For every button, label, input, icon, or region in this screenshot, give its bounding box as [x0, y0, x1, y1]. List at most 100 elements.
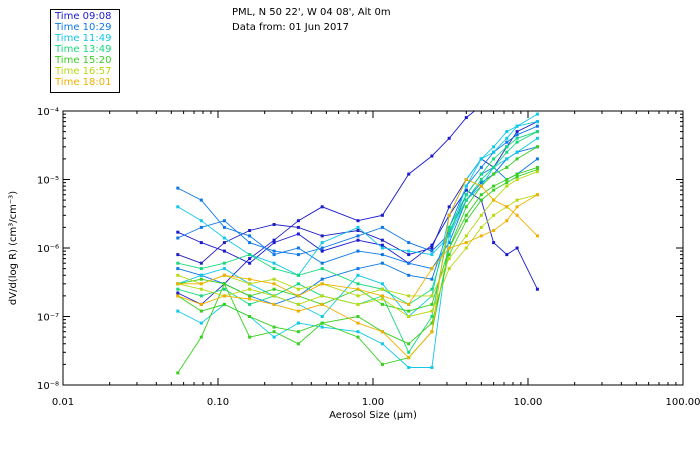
plot-frame: [62, 110, 684, 386]
data-point: [407, 261, 411, 265]
data-point: [320, 277, 324, 281]
data-point: [430, 249, 434, 253]
data-point: [248, 294, 252, 298]
data-point: [430, 277, 434, 281]
data-point: [176, 282, 180, 286]
data-point: [199, 302, 203, 306]
data-point: [380, 362, 384, 366]
data-point: [535, 120, 539, 124]
data-point: [407, 309, 411, 313]
series-line: [177, 131, 538, 354]
data-point: [535, 145, 539, 149]
data-point: [380, 246, 384, 250]
legend-entry: Time 18:01: [55, 77, 112, 88]
data-point: [272, 253, 276, 257]
data-point: [464, 178, 468, 181]
data-point: [464, 246, 468, 250]
data-point: [380, 213, 384, 217]
data-point: [380, 225, 384, 229]
legend: Time 09:08 Time 10:29 Time 11:49 Time 13…: [50, 9, 120, 93]
y-tick-label: 10⁻⁴: [37, 107, 59, 118]
data-point: [320, 325, 324, 329]
data-point: [505, 181, 509, 185]
data-point: [296, 273, 300, 277]
data-point: [464, 116, 468, 120]
data-point: [296, 282, 300, 286]
legend-entry: Time 13:49: [55, 44, 112, 55]
data-point: [479, 213, 483, 217]
data-point: [296, 330, 300, 334]
data-point: [407, 302, 411, 306]
data-point: [505, 136, 509, 140]
data-point: [222, 282, 226, 286]
data-point: [248, 234, 252, 238]
data-point: [248, 229, 252, 232]
data-point: [407, 366, 411, 369]
data-point: [296, 232, 300, 236]
data-point: [320, 249, 324, 253]
data-point: [356, 219, 360, 223]
data-point: [447, 229, 451, 232]
data-point: [505, 178, 509, 181]
data-point: [356, 234, 360, 238]
data-point: [199, 273, 203, 277]
data-point: [222, 302, 226, 306]
data-point: [407, 356, 411, 360]
data-point: [492, 165, 496, 169]
data-point: [505, 145, 509, 149]
data-point: [516, 77, 519, 80]
data-point: [515, 213, 519, 217]
data-point: [248, 335, 252, 339]
data-point: [356, 249, 360, 253]
data-point: [535, 136, 539, 140]
data-point: [296, 225, 300, 229]
data-point: [222, 267, 226, 271]
data-point: [535, 124, 539, 128]
data-point: [515, 198, 519, 202]
data-point: [447, 253, 451, 257]
data-point: [296, 253, 300, 257]
data-point: [479, 165, 483, 169]
data-point: [430, 330, 434, 334]
data-point: [272, 249, 276, 253]
data-point: [248, 261, 252, 265]
data-point: [222, 294, 226, 298]
data-point: [515, 130, 519, 134]
data-point: [492, 229, 496, 232]
y-tick-label: 10⁻⁸: [37, 381, 59, 392]
data-point: [535, 157, 539, 161]
data-point: [272, 335, 276, 339]
data-point: [356, 287, 360, 291]
data-point: [515, 246, 519, 250]
data-point: [535, 112, 539, 116]
data-point: [492, 157, 496, 161]
data-point: [447, 213, 451, 217]
legend-entry: Time 16:57: [55, 66, 112, 77]
data-point: [535, 130, 539, 134]
data-point: [272, 238, 276, 242]
data-point: [248, 315, 252, 318]
series-line: [177, 171, 538, 297]
data-point: [199, 294, 203, 298]
data-point: [505, 130, 509, 134]
y-tick-label: 10⁻⁷: [37, 313, 59, 324]
data-point: [430, 302, 434, 306]
data-point: [222, 241, 226, 245]
axes-layer: 0.01 0.10 1.00 10.00 100.00 10⁻⁸ 10⁻⁷ 10⁻⁶ 10⁻⁵ 1…: [37, 107, 700, 408]
data-point: [199, 241, 203, 245]
data-point: [380, 297, 384, 301]
data-point: [407, 172, 411, 176]
data-point: [447, 267, 451, 271]
data-point: [380, 287, 384, 291]
data-point: [464, 193, 468, 197]
data-point: [464, 241, 468, 245]
data-point: [272, 223, 276, 226]
series-line: [177, 178, 538, 359]
data-point: [199, 219, 203, 223]
data-point: [479, 225, 483, 229]
data-point: [222, 249, 226, 253]
data-point: [505, 150, 509, 154]
data-point: [222, 273, 226, 277]
data-point: [248, 282, 252, 286]
